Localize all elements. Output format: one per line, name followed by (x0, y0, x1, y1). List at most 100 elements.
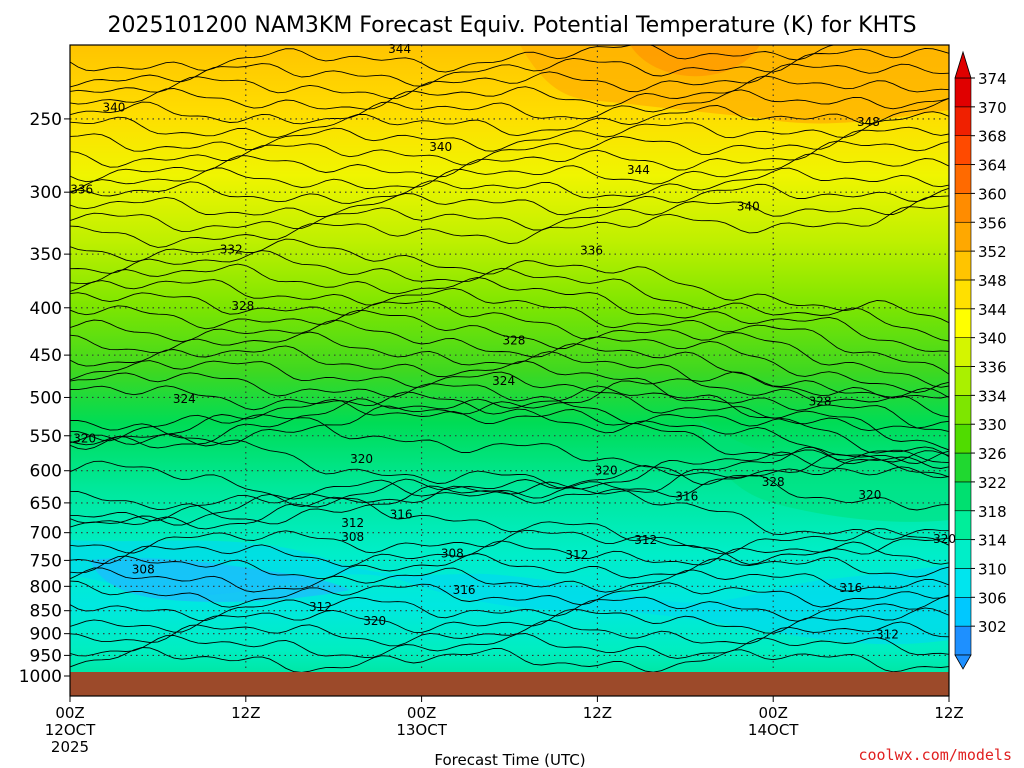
x-tick-label: 12Z (934, 704, 963, 722)
colorbar-label: 314 (978, 532, 1007, 550)
plot-frame (69, 44, 950, 697)
contour-line (70, 580, 949, 608)
x-tick-label: 00Z (407, 704, 436, 722)
contour-label: 340 (102, 100, 125, 114)
contour-label: 320 (933, 532, 956, 546)
contour-line (70, 464, 949, 530)
contour-line (70, 493, 949, 565)
colorbar-label: 302 (978, 618, 1007, 636)
grid-lines (70, 45, 949, 696)
contour-line (70, 111, 949, 152)
colorbar-label: 364 (978, 157, 1007, 175)
contour-line (70, 607, 949, 634)
ground-surface (70, 672, 949, 696)
contour-label: 340 (737, 200, 760, 214)
contour-line (70, 153, 949, 194)
y-tick-label: 300 (30, 183, 62, 203)
contour-label: 320 (350, 452, 373, 466)
colorbar-segment (954, 568, 972, 598)
contour-line (70, 385, 949, 478)
y-tick-label: 250 (30, 110, 62, 130)
contour-line (70, 446, 949, 508)
contour-label: 328 (809, 394, 832, 408)
contour-label: 340 (429, 140, 452, 154)
chart-title: 2025101200 NAM3KM Forecast Equiv. Potent… (107, 13, 916, 38)
contour-line (70, 167, 949, 204)
y-tick-label: 500 (30, 388, 62, 408)
contour-lines (70, 45, 949, 673)
colorbar-segment (954, 452, 972, 483)
colorbar-segment (954, 539, 972, 569)
colorbar-segment (954, 337, 972, 367)
y-tick-label: 550 (30, 427, 62, 447)
contour-line (70, 345, 949, 433)
contour-label: 312 (565, 548, 588, 562)
contour-line (70, 567, 949, 593)
colorbar-arrow-low (954, 654, 972, 670)
credit-text: coolwx.com/models (858, 746, 1012, 764)
colorbar-segment (954, 279, 972, 310)
contour-line (70, 75, 949, 110)
colorbar-label: 352 (978, 243, 1007, 261)
y-tick-label: 900 (30, 625, 62, 645)
contour-line (70, 292, 949, 388)
colorbar: 302 306 310 314 318 322 326 330 334 336 340 344 348 3… (954, 50, 1007, 670)
contour-line (70, 126, 949, 168)
contour-line (70, 433, 949, 498)
colorbar-segment (954, 77, 972, 108)
plot-area (70, 45, 949, 696)
colorbar-segment (954, 135, 972, 165)
contour-label: 312 (309, 600, 332, 614)
colorbar-segment (954, 221, 972, 252)
contour-label: 316 (390, 507, 413, 521)
y-tick-label: 350 (30, 245, 62, 265)
x-axis-label: Forecast Time (UTC) (434, 751, 585, 768)
contour-label: 348 (857, 115, 880, 129)
contour-line (70, 89, 949, 125)
contour-label: 324 (173, 392, 196, 406)
contour-label: 308 (132, 562, 155, 576)
x-tick-label: 00Z (55, 704, 84, 722)
x-tick-label: 12Z (231, 704, 260, 722)
y-tick-label: 650 (30, 494, 62, 514)
x-tick-label: 2025 (51, 738, 89, 756)
y-axis: 250 300 350 400 450 500 550 600 650 700 750 800 850 9… (19, 110, 70, 687)
colorbar-label: 348 (978, 272, 1007, 290)
contour-label: 344 (627, 163, 650, 177)
contour-line (70, 140, 949, 183)
contour-line (70, 305, 949, 394)
y-tick-label: 1000 (19, 667, 62, 687)
cold-layer (70, 540, 949, 645)
y-tick-label: 400 (30, 299, 62, 319)
x-tick-label: 12OCT (45, 721, 96, 739)
x-tick-label: 13OCT (396, 721, 447, 739)
colorbar-label: 326 (978, 445, 1007, 463)
colorbar-label: 344 (978, 301, 1007, 319)
contour-line (70, 385, 949, 449)
colorbar-label: 306 (978, 589, 1007, 607)
y-tick-label: 800 (30, 577, 62, 597)
contour-line (70, 360, 949, 451)
colorbar-segment (954, 106, 972, 136)
y-tick-label: 600 (30, 462, 62, 482)
contour-label: 328 (762, 475, 785, 489)
contour-label: 312 (341, 516, 364, 530)
contour-label: 344 (388, 42, 411, 56)
colorbar-label: 330 (978, 416, 1007, 434)
colorbar-segment (954, 596, 972, 627)
colorbar-segment (954, 510, 972, 540)
contour-line (70, 414, 949, 485)
contour-label: 316 (453, 583, 476, 597)
x-tick-label: 00Z (759, 704, 788, 722)
contour-label: 320 (363, 614, 386, 628)
colorbar-label: 370 (978, 99, 1007, 117)
contour-label: 332 (220, 243, 243, 257)
contour-label: 336 (580, 244, 603, 258)
x-tick-label: 14OCT (748, 721, 799, 739)
contour-line (70, 372, 949, 464)
colorbar-segment (954, 250, 972, 281)
colorbar-label: 340 (978, 330, 1007, 348)
colorbar-segment (954, 164, 972, 194)
